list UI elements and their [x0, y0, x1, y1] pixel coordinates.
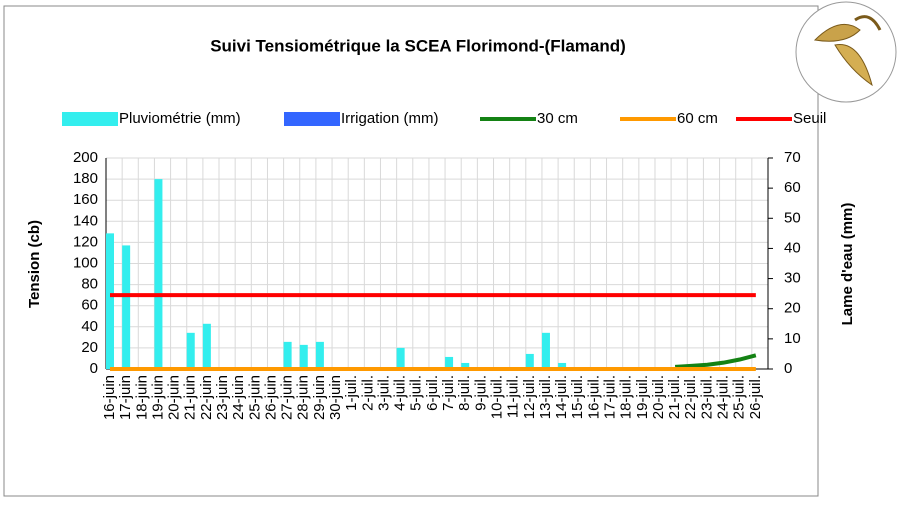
bar: [526, 354, 534, 369]
y-tick-label: 200: [73, 149, 98, 166]
x-tick-label: 24-juin: [230, 375, 247, 420]
x-tick-label: 23-juil.: [698, 375, 715, 419]
legend-label: Pluviométrie (mm): [119, 110, 241, 127]
x-tick-label: 6-juil.: [424, 375, 441, 411]
bar: [284, 342, 292, 369]
y-tick-label: 180: [73, 170, 98, 187]
y2-tick-label: 20: [784, 300, 801, 317]
x-tick-label: 2-juil.: [359, 375, 376, 411]
x-tick-label: 16-juin: [101, 375, 118, 420]
y2-tick-label: 50: [784, 209, 801, 226]
legend-label: 60 cm: [677, 110, 718, 127]
x-tick-label: 26-juin: [262, 375, 279, 420]
x-tick-label: 22-juil.: [682, 375, 699, 419]
y2-tick-label: 30: [784, 270, 801, 287]
x-tick-label: 14-juil.: [553, 375, 570, 419]
legend-label: 30 cm: [537, 110, 578, 127]
legend-label: Irrigation (mm): [341, 110, 439, 127]
y2-axis-title: Lame d'eau (mm): [839, 203, 856, 326]
legend-swatch: [62, 112, 118, 126]
x-tick-label: 25-juil.: [731, 375, 748, 419]
logo: [796, 2, 896, 102]
bar: [187, 333, 195, 369]
x-tick-label: 5-juil.: [408, 375, 425, 411]
bar: [122, 245, 130, 369]
bar: [300, 345, 308, 369]
x-tick-label: 15-juil.: [569, 375, 586, 419]
x-tick-label: 19-juin: [149, 375, 166, 420]
x-tick-label: 20-juin: [166, 375, 183, 420]
bar: [397, 348, 405, 369]
x-tick-label: 20-juil.: [650, 375, 667, 419]
legend-label: Seuil: [793, 110, 826, 127]
bar: [542, 333, 550, 369]
x-tick-label: 22-juin: [198, 375, 215, 420]
y2-tick-label: 60: [784, 179, 801, 196]
bar: [154, 179, 162, 369]
x-tick-label: 10-juil.: [488, 375, 505, 419]
x-tick-label: 11-juil.: [505, 375, 522, 418]
chart: Suivi Tensiométrique la SCEA Florimond-(…: [0, 0, 899, 502]
y2-tick-label: 10: [784, 330, 801, 347]
y-tick-label: 20: [81, 339, 98, 356]
x-tick-label: 28-juin: [295, 375, 312, 420]
y2-tick-label: 70: [784, 149, 801, 166]
x-tick-label: 4-juil.: [392, 375, 409, 411]
bar: [203, 324, 211, 369]
x-tick-label: 9-juil.: [472, 375, 489, 411]
x-tick-label: 21-juil.: [666, 375, 683, 419]
x-tick-label: 3-juil.: [375, 375, 392, 411]
x-tick-label: 24-juil.: [715, 375, 732, 419]
bar: [106, 233, 114, 369]
x-tick-label: 16-juil.: [585, 375, 602, 419]
x-tick-label: 18-juil.: [618, 375, 635, 419]
y-tick-label: 40: [81, 318, 98, 335]
x-tick-label: 21-juin: [182, 375, 199, 420]
x-tick-label: 30-juin: [327, 375, 344, 420]
x-tick-label: 13-juil.: [537, 375, 554, 419]
x-tick-label: 18-juin: [133, 375, 150, 420]
x-tick-label: 7-juil.: [440, 375, 457, 411]
x-tick-label: 25-juin: [246, 375, 263, 420]
chart-title: Suivi Tensiométrique la SCEA Florimond-(…: [210, 36, 626, 55]
x-tick-label: 19-juil.: [634, 375, 651, 419]
y-tick-label: 80: [81, 276, 98, 293]
y-tick-label: 160: [73, 191, 98, 208]
x-tick-label: 23-juin: [214, 375, 231, 420]
x-tick-label: 26-juil.: [747, 375, 764, 419]
x-tick-label: 12-juil.: [521, 375, 538, 419]
x-tick-label: 8-juil.: [456, 375, 473, 411]
y-tick-label: 140: [73, 212, 98, 229]
y-tick-label: 60: [81, 297, 98, 314]
y2-tick-label: 40: [784, 239, 801, 256]
x-tick-label: 29-juin: [311, 375, 328, 420]
y-tick-label: 100: [73, 254, 98, 271]
x-tick-label: 17-juin: [117, 375, 134, 420]
y-tick-label: 0: [90, 360, 98, 377]
y-tick-label: 120: [73, 233, 98, 250]
x-tick-label: 27-juin: [279, 375, 296, 420]
legend-swatch: [284, 112, 340, 126]
y2-tick-label: 0: [784, 360, 792, 377]
y-axis-title: Tension (cb): [26, 220, 43, 308]
bar: [316, 342, 324, 369]
x-tick-label: 17-juil.: [602, 375, 619, 419]
x-tick-label: 1-juil.: [343, 375, 360, 411]
